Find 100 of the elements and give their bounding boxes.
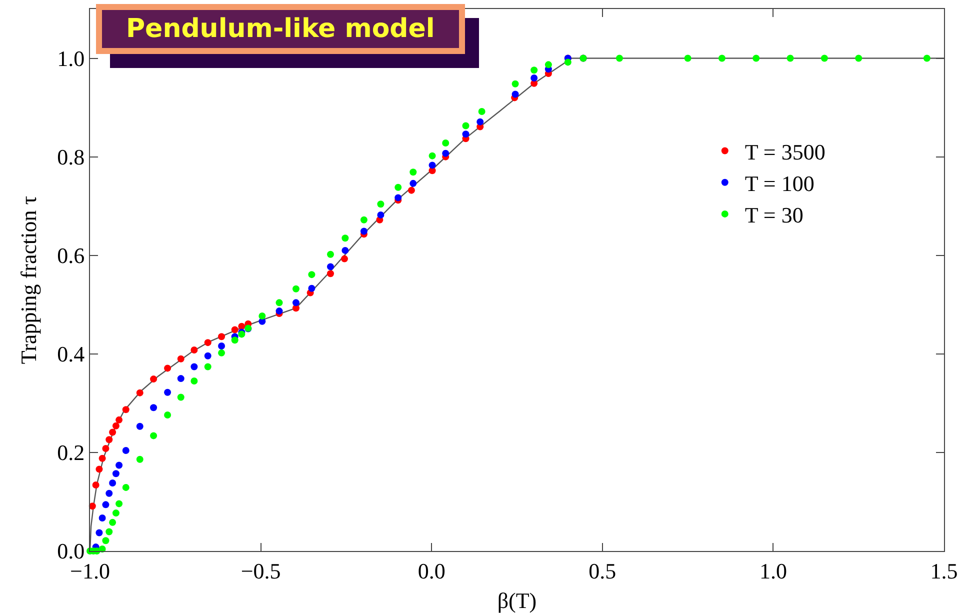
point [218,333,226,340]
point [544,61,552,68]
point [231,326,238,334]
point [204,352,212,360]
point [326,270,334,278]
point [164,364,172,372]
point [190,346,198,354]
point [276,308,283,315]
point [96,529,103,536]
point [109,480,116,486]
point [394,194,402,202]
point [786,54,794,62]
point [530,66,538,74]
point [308,271,316,278]
point [102,501,110,508]
point [218,349,226,356]
point [150,376,158,383]
point [164,388,172,396]
point [102,445,110,452]
point [112,422,120,430]
point [752,54,760,62]
point [177,375,184,382]
point [923,54,930,62]
point [112,470,120,478]
point [177,394,184,401]
x-tick-label: 1.0 [759,558,787,584]
point [292,299,300,306]
y-tick-label: 1.0 [57,46,85,71]
point [106,436,113,444]
point [820,54,828,62]
x-tick-label: 0.5 [588,558,616,584]
point [177,355,184,362]
point [106,490,113,497]
point [92,481,100,488]
point [98,514,106,522]
point [276,299,283,306]
legend-label: T = 100 [744,170,814,196]
point [462,122,470,130]
point [377,211,384,218]
x-axis-title: β(T) [497,588,537,613]
point [136,389,144,396]
point [292,285,300,292]
point [238,322,246,330]
point [96,466,103,473]
point [512,90,519,98]
point [684,54,692,62]
point [122,484,130,491]
point [190,378,198,385]
x-tick-label: −0.5 [240,558,281,584]
point [308,284,316,292]
point [476,118,484,126]
x-tick-label: 1.5 [930,558,958,584]
point [342,234,349,242]
point [718,54,726,62]
point [150,404,158,412]
point [442,150,450,157]
point [122,446,130,454]
point [410,180,417,187]
point [112,510,120,517]
point [462,130,470,138]
legend-label: T = 3500 [744,139,826,164]
point [116,462,123,469]
point [136,456,144,463]
point [478,108,486,115]
point [190,363,198,370]
chart-title: Pendulum-like model [96,4,465,54]
point [204,339,212,346]
x-tick-label: 0.0 [418,558,446,584]
point [410,168,417,176]
point [408,186,415,194]
point [428,162,436,169]
point [136,422,144,430]
point [360,228,368,235]
point [855,54,862,62]
point [326,250,334,258]
point [530,74,538,82]
point [564,58,572,66]
point [150,432,158,440]
point [109,518,116,526]
y-tick-label: 0.8 [57,144,85,170]
point [360,216,368,224]
y-tick-label: 0.2 [57,440,85,466]
point [394,184,402,191]
y-tick-label: 0.6 [57,243,85,268]
point [326,263,334,270]
point [98,454,106,462]
point [258,312,266,320]
y-axis-title: Trapping fraction τ [16,196,41,364]
point [116,500,123,508]
point [122,406,130,414]
point [616,54,623,62]
legend-label: T = 30 [744,202,804,228]
point [231,336,238,344]
point [428,152,436,160]
point [340,255,348,262]
point [116,416,123,424]
point [442,140,450,147]
point [218,342,226,350]
y-tick-label: 0.4 [57,342,85,367]
point [106,528,113,536]
